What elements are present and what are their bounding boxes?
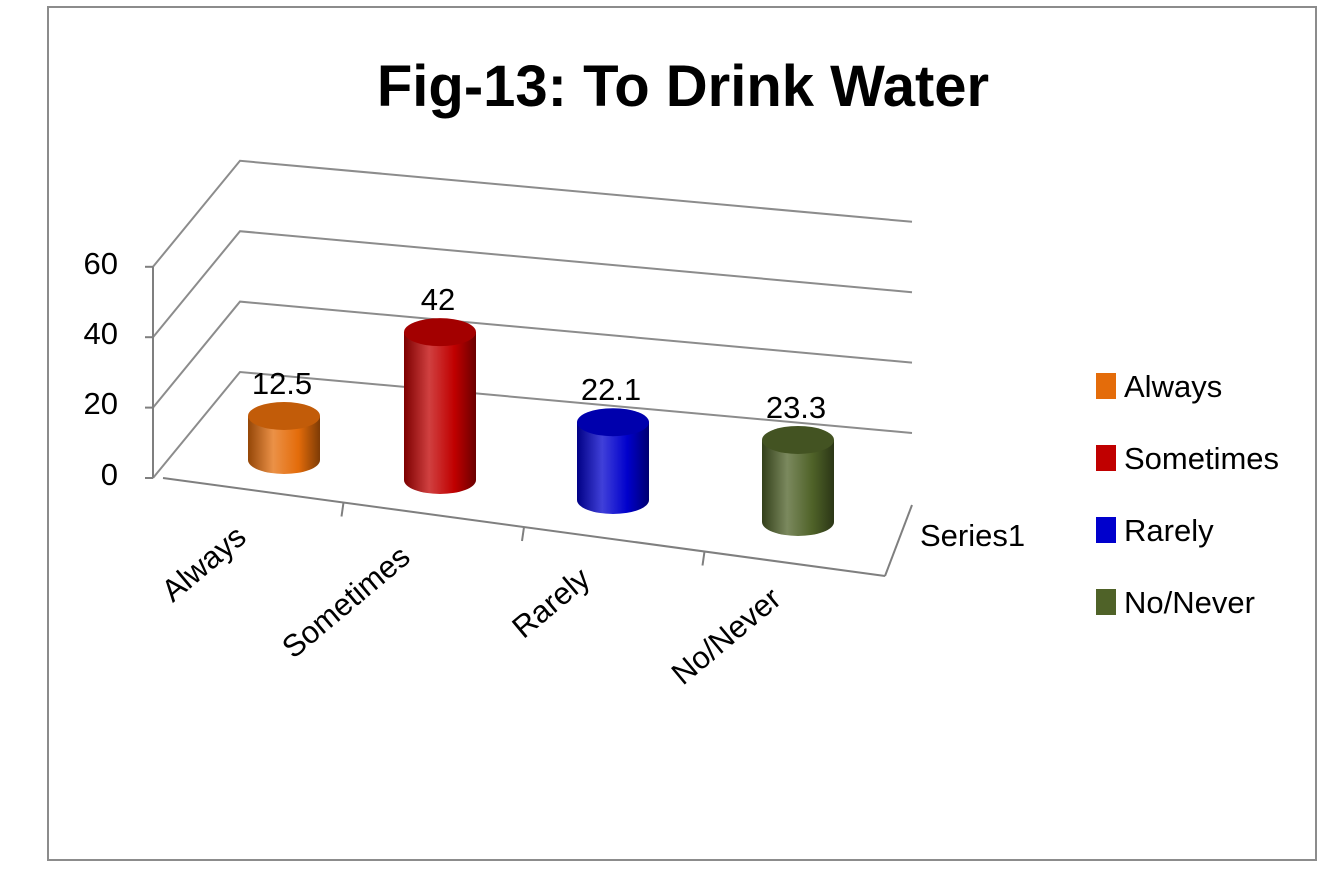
bar-body (762, 439, 834, 536)
data-labels: 12.5 42 22.1 23.3 (252, 282, 826, 425)
category-label: No/Never (665, 581, 788, 692)
data-label: 12.5 (252, 366, 312, 401)
category-label: Always (155, 519, 253, 609)
data-label: 22.1 (581, 372, 641, 407)
x-tick-mark (521, 526, 525, 542)
bar-top (404, 318, 476, 347)
gridline (152, 159, 913, 268)
bar-rarely (577, 408, 649, 514)
depth-axis-line (884, 504, 913, 577)
gridline (152, 370, 913, 479)
gridline (152, 230, 913, 338)
y-tick-label: 0 (101, 457, 118, 492)
x-tick-mark (340, 502, 345, 517)
legend: Always Sometimes Rarely No/Never (1096, 369, 1279, 620)
bar-sometimes (404, 318, 476, 494)
bars (248, 318, 834, 536)
x-tick-mark (701, 551, 706, 566)
bar-body (404, 332, 476, 494)
legend-swatch (1096, 517, 1116, 543)
legend-entry: No/Never (1124, 585, 1255, 620)
axes (145, 265, 913, 577)
legend-swatch (1096, 445, 1116, 471)
gridlines (152, 159, 913, 479)
chart-title: Fig-13: To Drink Water (377, 54, 989, 119)
bar-always (248, 402, 320, 474)
bar-top (762, 425, 834, 454)
data-label: 23.3 (766, 390, 826, 425)
bar-top (577, 408, 649, 437)
legend-entry: Always (1124, 369, 1222, 404)
data-label: 42 (421, 282, 455, 317)
y-tick-label: 40 (84, 316, 118, 351)
category-label: Rarely (505, 560, 597, 645)
y-tick-label: 60 (84, 246, 118, 281)
bar-no-never (762, 425, 834, 536)
legend-swatch (1096, 589, 1116, 615)
legend-entry: Sometimes (1124, 441, 1279, 476)
x-axis-tick-labels: Always Sometimes Rarely No/Never (155, 519, 788, 692)
bar-body (248, 416, 320, 474)
gridline (152, 300, 913, 409)
series-axis-label: Series1 (920, 518, 1025, 553)
legend-entry: Rarely (1124, 513, 1214, 548)
y-axis-tick-labels: 0 20 40 60 (84, 246, 118, 492)
bar-top (248, 402, 320, 430)
bar-body (577, 422, 649, 514)
y-tick-label: 20 (84, 386, 118, 421)
category-label: Sometimes (275, 539, 416, 665)
legend-swatch (1096, 373, 1116, 399)
